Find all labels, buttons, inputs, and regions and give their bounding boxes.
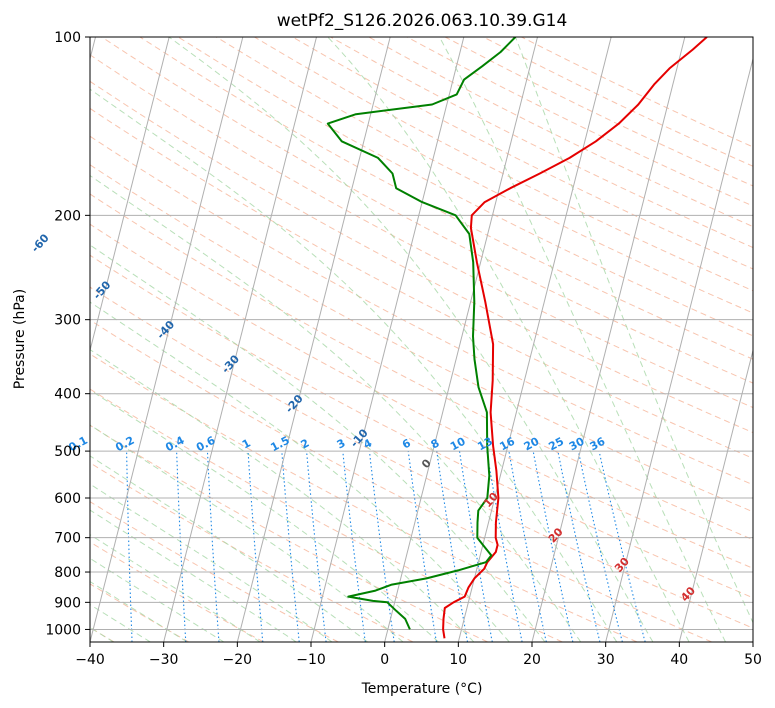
dry-adiabat-line [90, 135, 753, 486]
isotherm-line [163, 37, 317, 642]
x-tick-label: −20 [223, 652, 253, 668]
mixing-ratio-line [247, 451, 264, 642]
mixing-ratio-line [281, 451, 300, 642]
moist-adiabat-line [327, 37, 690, 642]
y-tick-label: 700 [54, 531, 81, 547]
axes-ticks: −40 −30 −20 −10 0 10 20 30 40 50 1000 900 800 700 600 5… [45, 30, 762, 668]
mixing-ratio-line [407, 451, 437, 642]
dewpoint-profile [326, 37, 517, 630]
isotherm-line [457, 37, 612, 642]
mixing-ratio-label: 13 [475, 435, 495, 454]
moist-adiabat-line [90, 301, 510, 642]
dry-adiabat-line [215, 37, 753, 314]
dry-adiabat-line [90, 164, 753, 513]
y-tick-label: 900 [54, 595, 81, 611]
isotherm-line [310, 37, 465, 642]
plot-frame [89, 36, 754, 643]
plot-area [90, 37, 753, 642]
isotherm-line [605, 56, 753, 642]
x-tick-label: 50 [744, 652, 762, 668]
y-tick-label: 400 [54, 387, 81, 403]
isotherm-line [90, 37, 244, 642]
mixing-ratio-line [508, 451, 547, 642]
dry-adiabat-line [90, 254, 753, 599]
isotherm-line [752, 639, 753, 642]
moist-adiabat-line [90, 455, 368, 642]
y-tick-label: 100 [54, 30, 81, 46]
dry-adiabat-line [90, 353, 638, 642]
mixing-ratio-line [342, 451, 366, 642]
moist-adiabat-line [439, 37, 727, 642]
x-tick-label: −40 [75, 652, 105, 668]
x-tick-label: 10 [449, 652, 467, 668]
isotherm-line [90, 37, 170, 353]
mixing-ratio-line [368, 451, 395, 642]
x-tick-label: 20 [523, 652, 541, 668]
isotherm-line [236, 37, 391, 642]
y-tick-label: 800 [54, 565, 81, 581]
isotherm-line [678, 348, 753, 642]
dry-adiabat-line [90, 583, 190, 642]
mixing-ratio-line [577, 450, 623, 642]
temperature-profile [442, 37, 708, 639]
isotherm-line [531, 37, 686, 642]
moist-adiabat-line [90, 88, 618, 642]
y-axis-label: Pressure (hPa) [12, 289, 28, 389]
mixing-ratio-line [486, 451, 523, 642]
moist-adiabat-line [168, 37, 654, 642]
x-tick-label: 0 [380, 652, 389, 668]
dry-adiabat-label: -60 [29, 231, 52, 255]
mixing-ratio-label: 20 [522, 435, 542, 454]
chart-title: wetPf2_S126.2026.063.10.39.G14 [277, 11, 568, 31]
x-tick-label: 40 [670, 652, 688, 668]
mixing-ratio-label: 25 [546, 435, 566, 454]
dry-adiabat-line [90, 193, 753, 541]
profile-series [326, 37, 708, 639]
moist-adiabat-line [90, 244, 546, 642]
mixing-ratio-label: 30 [567, 435, 587, 454]
mixing-ratio-label: 10 [448, 435, 468, 454]
mixing-ratio-label: 16 [497, 435, 517, 454]
x-tick-label: −10 [296, 652, 326, 668]
y-tick-label: 600 [54, 491, 81, 507]
dry-adiabat-line [90, 319, 712, 642]
mixing-ratio-line [532, 451, 574, 642]
x-tick-label: 30 [597, 652, 615, 668]
moist-adiabat-line [515, 37, 753, 624]
x-axis-label: Temperature (°C) [361, 681, 483, 697]
x-tick-label: −30 [149, 652, 179, 668]
y-tick-label: 200 [54, 208, 81, 224]
dry-adiabat-line [90, 424, 488, 642]
grid-lines [90, 37, 753, 642]
y-tick-label: 500 [54, 444, 81, 460]
dry-adiabat-line [90, 286, 753, 629]
moist-adiabat-line [90, 389, 439, 642]
moist-adiabat-line [90, 483, 333, 642]
mixing-ratio-label: 36 [588, 435, 608, 454]
dry-adiabat-line [177, 37, 753, 337]
mixing-ratio-line [557, 450, 601, 642]
dry-adiabat-line [90, 80, 753, 434]
y-tick-label: 1000 [45, 622, 81, 638]
isotherm-line [384, 37, 538, 642]
y-tick-label: 300 [54, 313, 81, 329]
mixing-ratio-line [306, 451, 327, 642]
dry-adiabat-line [90, 388, 563, 642]
